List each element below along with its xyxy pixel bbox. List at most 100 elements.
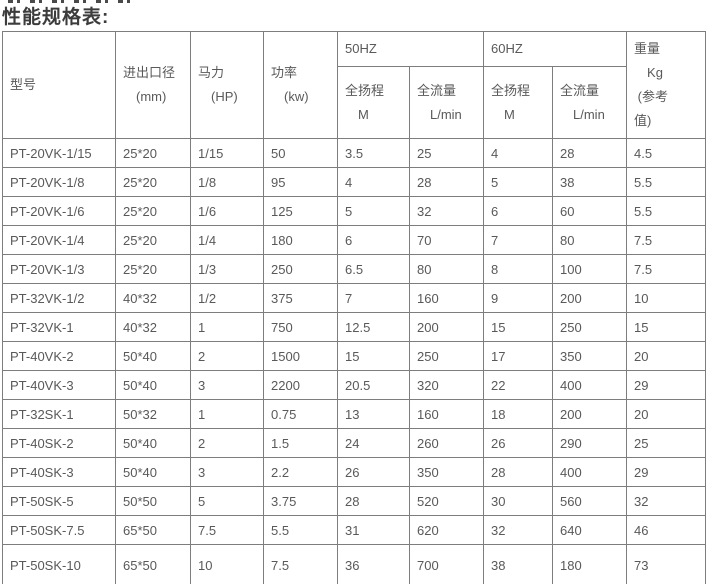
cell-power-kw: 50 — [263, 138, 338, 168]
cell-hz50-flow-lmin: 28 — [408, 167, 485, 197]
cell-hz50-flow-lmin: 80 — [408, 254, 485, 284]
cell-hz60-flow-lmin: 200 — [552, 399, 628, 429]
cell-hz50-flow-lmin: 520 — [408, 486, 485, 516]
cell-diameter-mm: 65*50 — [115, 544, 191, 584]
col-header-50hz: 50HZ — [336, 31, 485, 67]
cell-hz60-head-m: 38 — [483, 544, 554, 584]
cell-weight-kg: 20 — [626, 341, 707, 371]
cell-weight-kg: 20 — [626, 399, 707, 429]
cell-diameter-mm: 40*32 — [115, 312, 191, 342]
col-header-model: 型号 — [2, 31, 116, 139]
cell-hz50-head-m: 5 — [337, 196, 410, 226]
cell-hz60-flow-lmin: 250 — [552, 312, 628, 342]
cell-hz60-head-m: 5 — [483, 167, 554, 197]
cell-hz60-flow-lmin: 400 — [552, 457, 628, 487]
cell-weight-kg: 5.5 — [626, 167, 707, 197]
cell-weight-kg: 5.5 — [626, 196, 707, 226]
cell-horsepower-hp: 1/15 — [190, 138, 264, 168]
col-header-horsepower: 马力 (HP) — [190, 31, 264, 139]
col-header-50hz-flow: 全流量 L/min — [408, 66, 485, 139]
cell-horsepower-hp: 7.5 — [190, 515, 264, 545]
cell-hz50-flow-lmin: 160 — [408, 399, 485, 429]
cell-hz60-head-m: 9 — [483, 283, 554, 313]
cell-hz50-flow-lmin: 200 — [408, 312, 485, 342]
cell-hz50-head-m: 28 — [337, 486, 410, 516]
cell-weight-kg: 10 — [626, 283, 707, 313]
cell-hz60-head-m: 6 — [483, 196, 554, 226]
cell-hz50-flow-lmin: 260 — [408, 428, 485, 458]
cell-power-kw: 2200 — [263, 370, 338, 400]
cell-hz50-head-m: 36 — [337, 544, 410, 584]
table-header: 型号 进出口径 (mm) 马力 (HP) 功率 (kw) 50HZ 60HZ 重… — [2, 31, 707, 139]
cell-hz50-head-m: 15 — [337, 341, 410, 371]
cell-weight-kg: 7.5 — [626, 254, 707, 284]
cell-horsepower-hp: 3 — [190, 457, 264, 487]
cell-horsepower-hp: 2 — [190, 341, 264, 371]
table-row: PT-50SK-5 50*50 5 3.75 28 520 30 560 32 — [2, 486, 707, 516]
table-row: PT-20VK-1/15 25*20 1/15 50 3.5 25 4 28 4.5 — [2, 138, 707, 168]
cell-horsepower-hp: 1 — [190, 399, 264, 429]
cell-hz50-flow-lmin: 620 — [408, 515, 485, 545]
cell-hz50-head-m: 13 — [337, 399, 410, 429]
cell-power-kw: 1500 — [263, 341, 338, 371]
cell-diameter-mm: 50*40 — [115, 341, 191, 371]
cell-hz60-flow-lmin: 640 — [552, 515, 628, 545]
cell-hz60-flow-lmin: 180 — [552, 544, 628, 584]
cell-model: PT-50SK-7.5 — [2, 515, 116, 545]
cell-model: PT-50SK-10 — [2, 544, 116, 584]
cell-hz50-head-m: 7 — [337, 283, 410, 313]
cell-model: PT-20VK-1/4 — [2, 225, 116, 255]
cell-power-kw: 180 — [263, 225, 338, 255]
cell-diameter-mm: 25*20 — [115, 138, 191, 168]
cell-hz60-head-m: 8 — [483, 254, 554, 284]
cell-model: PT-20VK-1/6 — [2, 196, 116, 226]
header-row-top: 型号 进出口径 (mm) 马力 (HP) 功率 (kw) 50HZ 60HZ 重… — [2, 31, 707, 139]
cell-horsepower-hp: 1 — [190, 312, 264, 342]
cell-hz50-flow-lmin: 320 — [408, 370, 485, 400]
table-row: PT-32VK-1/2 40*32 1/2 375 7 160 9 200 10 — [2, 283, 707, 313]
cell-model: PT-32SK-1 — [2, 399, 116, 429]
cell-diameter-mm: 25*20 — [115, 196, 191, 226]
cell-model: PT-20VK-1/15 — [2, 138, 116, 168]
cell-power-kw: 125 — [263, 196, 338, 226]
cell-horsepower-hp: 10 — [190, 544, 264, 584]
cell-horsepower-hp: 1/4 — [190, 225, 264, 255]
cell-hz50-flow-lmin: 700 — [408, 544, 485, 584]
cell-horsepower-hp: 2 — [190, 428, 264, 458]
cell-model: PT-32VK-1 — [2, 312, 116, 342]
cell-power-kw: 2.2 — [263, 457, 338, 487]
cell-hz60-head-m: 17 — [483, 341, 554, 371]
cell-power-kw: 5.5 — [263, 515, 338, 545]
cell-model: PT-20VK-1/8 — [2, 167, 116, 197]
cell-power-kw: 95 — [263, 167, 338, 197]
cell-hz60-head-m: 15 — [483, 312, 554, 342]
cell-weight-kg: 15 — [626, 312, 707, 342]
table-row: PT-20VK-1/8 25*20 1/8 95 4 28 5 38 5.5 — [2, 167, 707, 197]
cell-power-kw: 250 — [263, 254, 338, 284]
cell-model: PT-40VK-2 — [2, 341, 116, 371]
cell-power-kw: 1.5 — [263, 428, 338, 458]
cell-hz50-head-m: 31 — [337, 515, 410, 545]
table-row: PT-40SK-2 50*40 2 1.5 24 260 26 290 25 — [2, 428, 707, 458]
table-row: PT-50SK-10 65*50 10 7.5 36 700 38 180 73 — [2, 544, 707, 584]
col-header-power: 功率 (kw) — [263, 31, 338, 139]
cell-hz60-flow-lmin: 350 — [552, 341, 628, 371]
cell-weight-kg: 7.5 — [626, 225, 707, 255]
table-body: PT-20VK-1/15 25*20 1/15 50 3.5 25 4 28 4.5 PT-20V… — [2, 138, 707, 584]
table-row: PT-40VK-2 50*40 2 1500 15 250 17 350 20 — [2, 341, 707, 371]
cell-hz50-head-m: 4 — [337, 167, 410, 197]
cell-model: PT-40SK-3 — [2, 457, 116, 487]
cell-diameter-mm: 25*20 — [115, 225, 191, 255]
cell-horsepower-hp: 1/8 — [190, 167, 264, 197]
cell-model: PT-40SK-2 — [2, 428, 116, 458]
cell-hz50-flow-lmin: 350 — [408, 457, 485, 487]
cell-diameter-mm: 50*50 — [115, 486, 191, 516]
cell-horsepower-hp: 3 — [190, 370, 264, 400]
cell-hz60-head-m: 32 — [483, 515, 554, 545]
header-row-sub: 全扬程 M 全流量 L/min 全扬程 M 全流量 L/min — [3, 66, 706, 139]
col-header-60hz: 60HZ — [483, 31, 628, 67]
cell-weight-kg: 4.5 — [626, 138, 707, 168]
cell-diameter-mm: 65*50 — [115, 515, 191, 545]
cell-hz60-flow-lmin: 60 — [552, 196, 628, 226]
